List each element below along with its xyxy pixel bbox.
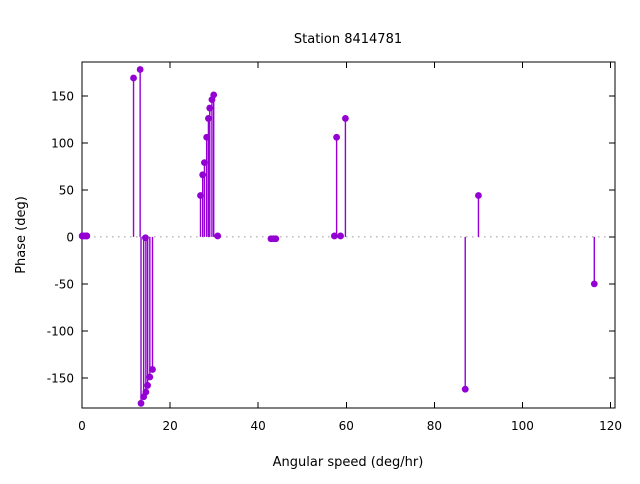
x-tick-label: 80: [427, 419, 442, 433]
y-tick-label: 150: [51, 89, 74, 103]
y-tick-label: -150: [47, 371, 74, 385]
y-axis-label: Phase (deg): [14, 196, 29, 274]
data-point: [475, 192, 482, 199]
data-point: [214, 232, 222, 240]
axis-tick-labels: 0 20 40 60 80 100 120 -150 -100 -50 0 50 100 150: [47, 89, 622, 433]
data-point: [337, 232, 344, 240]
data-point: [137, 399, 145, 407]
y-tick-label: -50: [54, 277, 74, 291]
data-point: [144, 382, 152, 389]
x-tick-label: 100: [511, 419, 534, 433]
x-tick-label: 40: [251, 419, 266, 433]
y-tick-label: -100: [47, 324, 74, 338]
data-point: [146, 373, 154, 381]
data-point: [83, 232, 91, 240]
y-tick-label: 50: [59, 183, 74, 197]
y-tick-label: 100: [51, 136, 74, 150]
data-point: [206, 104, 214, 112]
data-point: [149, 366, 156, 373]
data-point: [461, 385, 469, 393]
data-point: [142, 388, 150, 396]
data-point: [130, 74, 137, 82]
plot-border: [81, 61, 616, 409]
data-point: [331, 232, 338, 240]
data-point: [201, 159, 208, 167]
x-tick-label: 0: [78, 419, 86, 433]
data-point: [136, 66, 144, 73]
axis-ticks: [81, 62, 615, 408]
y-tick-label: 0: [66, 230, 74, 244]
x-axis-label: Angular speed (deg/hr): [273, 455, 424, 470]
data-point: [142, 234, 149, 242]
data-point: [197, 192, 204, 199]
data-point: [205, 115, 212, 122]
impulse-series: [78, 66, 598, 407]
chart-title: Station 8414781: [294, 32, 402, 47]
data-point: [333, 133, 341, 141]
data-point: [199, 171, 207, 179]
data-point: [590, 280, 598, 288]
data-point: [272, 235, 280, 243]
data-point: [203, 133, 211, 141]
x-tick-label: 60: [339, 419, 354, 433]
data-point: [210, 91, 218, 99]
x-tick-label: 20: [162, 419, 177, 433]
data-point: [342, 115, 349, 122]
x-tick-label: 120: [599, 419, 622, 433]
